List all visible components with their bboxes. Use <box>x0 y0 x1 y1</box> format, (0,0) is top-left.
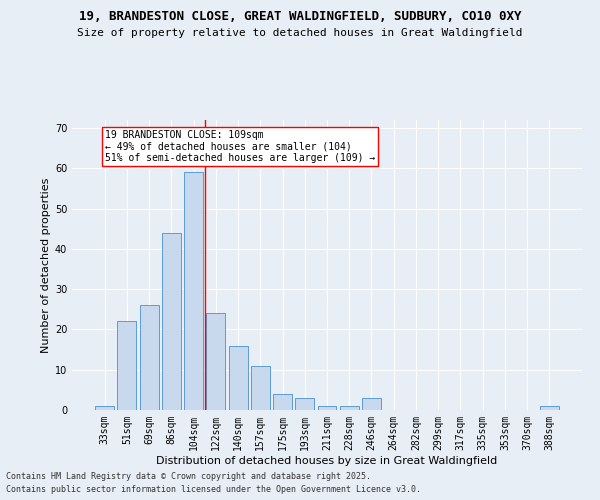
Text: Size of property relative to detached houses in Great Waldingfield: Size of property relative to detached ho… <box>77 28 523 38</box>
Text: Contains HM Land Registry data © Crown copyright and database right 2025.: Contains HM Land Registry data © Crown c… <box>6 472 371 481</box>
Bar <box>140 306 158 410</box>
Bar <box>118 322 136 410</box>
Text: Contains public sector information licensed under the Open Government Licence v3: Contains public sector information licen… <box>6 485 421 494</box>
Bar <box>162 233 181 410</box>
Bar <box>273 394 292 410</box>
Bar <box>184 172 203 410</box>
Bar <box>206 314 225 410</box>
Bar <box>540 406 559 410</box>
Y-axis label: Number of detached properties: Number of detached properties <box>41 178 50 352</box>
Text: 19, BRANDESTON CLOSE, GREAT WALDINGFIELD, SUDBURY, CO10 0XY: 19, BRANDESTON CLOSE, GREAT WALDINGFIELD… <box>79 10 521 23</box>
X-axis label: Distribution of detached houses by size in Great Waldingfield: Distribution of detached houses by size … <box>157 456 497 466</box>
Bar <box>229 346 248 410</box>
Bar <box>95 406 114 410</box>
Bar <box>340 406 359 410</box>
Bar <box>295 398 314 410</box>
Bar <box>317 406 337 410</box>
Bar <box>362 398 381 410</box>
Bar <box>251 366 270 410</box>
Text: 19 BRANDESTON CLOSE: 109sqm
← 49% of detached houses are smaller (104)
51% of se: 19 BRANDESTON CLOSE: 109sqm ← 49% of det… <box>104 130 375 164</box>
